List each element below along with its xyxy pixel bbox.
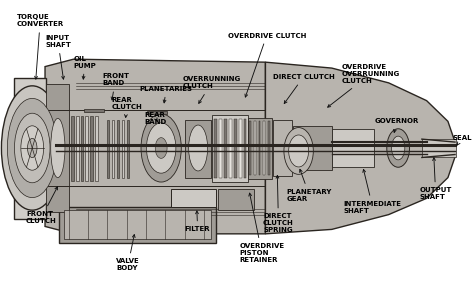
Ellipse shape — [189, 125, 208, 171]
Bar — [259, 121, 261, 175]
Bar — [293, 126, 332, 170]
Ellipse shape — [284, 128, 313, 174]
Ellipse shape — [21, 126, 44, 170]
Bar — [332, 129, 374, 167]
Polygon shape — [45, 59, 265, 234]
Bar — [244, 119, 246, 178]
Text: DIRECT
CLUTCH
SPRING: DIRECT CLUTCH SPRING — [263, 176, 294, 234]
Bar — [171, 189, 216, 207]
Bar — [64, 210, 211, 239]
Bar — [254, 121, 256, 175]
Bar — [273, 120, 292, 176]
Ellipse shape — [141, 114, 182, 182]
Ellipse shape — [146, 123, 176, 173]
Bar — [214, 119, 217, 178]
Bar — [127, 120, 129, 178]
Bar — [122, 120, 124, 178]
Text: TORQUE
CONVERTER: TORQUE CONVERTER — [17, 14, 64, 79]
Bar — [248, 118, 272, 179]
Bar — [14, 78, 46, 219]
Text: OUTPUT
SHAFT: OUTPUT SHAFT — [419, 158, 452, 200]
Text: OVERDRIVE
PISTON
RETAINER: OVERDRIVE PISTON RETAINER — [239, 193, 284, 263]
Bar — [212, 115, 248, 182]
Bar — [422, 139, 456, 157]
Text: INPUT
SHAFT: INPUT SHAFT — [45, 35, 71, 79]
Text: OVERDRIVE
OVERRUNNING
CLUTCH: OVERDRIVE OVERRUNNING CLUTCH — [328, 64, 400, 107]
Bar — [229, 119, 232, 178]
Bar — [112, 120, 114, 178]
Bar — [234, 119, 237, 178]
Bar — [239, 119, 242, 178]
Text: SEAL: SEAL — [453, 135, 472, 146]
Bar — [107, 120, 109, 178]
Bar — [263, 121, 265, 175]
Text: REAR
CLUTCH: REAR CLUTCH — [111, 97, 142, 118]
Bar — [219, 119, 222, 178]
Text: FILTER: FILTER — [185, 211, 210, 232]
Bar — [90, 116, 93, 181]
Text: FRONT
BAND: FRONT BAND — [102, 73, 129, 100]
Text: OVERRUNNING
CLUTCH: OVERRUNNING CLUTCH — [182, 76, 241, 103]
Bar — [117, 120, 119, 178]
Bar — [249, 121, 251, 175]
Ellipse shape — [27, 138, 37, 157]
Bar — [95, 116, 98, 181]
Bar — [76, 116, 79, 181]
Bar — [268, 121, 270, 175]
Polygon shape — [265, 62, 455, 234]
Bar — [46, 84, 69, 212]
Ellipse shape — [1, 86, 63, 210]
Text: PLANETARIES: PLANETARIES — [140, 86, 193, 103]
Ellipse shape — [387, 129, 410, 167]
Ellipse shape — [51, 118, 65, 178]
Text: DIRECT CLUTCH: DIRECT CLUTCH — [273, 74, 334, 104]
Bar — [224, 119, 227, 178]
Bar — [185, 120, 211, 178]
Text: INTERMEDIATE
SHAFT: INTERMEDIATE SHAFT — [344, 169, 401, 214]
Ellipse shape — [8, 98, 57, 198]
Bar — [81, 116, 83, 181]
Text: OVERDRIVE CLUTCH: OVERDRIVE CLUTCH — [228, 33, 306, 97]
Ellipse shape — [155, 138, 167, 158]
Ellipse shape — [392, 136, 405, 160]
Bar — [218, 189, 254, 210]
Bar — [84, 109, 104, 112]
Text: PLANETARY
GEAR: PLANETARY GEAR — [287, 169, 332, 202]
Text: GOVERNOR: GOVERNOR — [374, 118, 419, 133]
Text: VALVE
BODY: VALVE BODY — [116, 235, 140, 271]
Text: REAR
BAND: REAR BAND — [145, 112, 167, 125]
Bar — [59, 207, 216, 243]
Text: OIL
PUMP: OIL PUMP — [73, 56, 96, 79]
Ellipse shape — [14, 113, 50, 183]
Bar — [71, 116, 74, 181]
Bar — [147, 111, 167, 114]
Ellipse shape — [289, 135, 309, 167]
Text: FRONT
CLUTCH: FRONT CLUTCH — [26, 187, 57, 224]
Bar — [85, 116, 88, 181]
